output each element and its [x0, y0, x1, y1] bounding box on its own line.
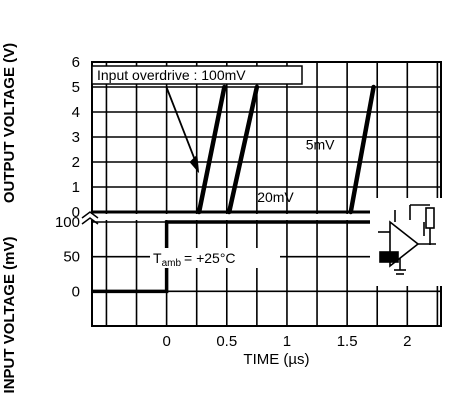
input-tick-label: 50	[63, 249, 80, 266]
output-tick-label: 3	[72, 129, 80, 146]
output-tick-label: 5	[72, 79, 80, 96]
axis-break-gap	[78, 214, 443, 220]
output-axis-title: OUTPUT VOLTAGE (V)	[1, 43, 18, 203]
output-tick-label: 6	[72, 54, 80, 71]
axis-break-mark	[81, 211, 99, 219]
temperature-label: Tamb = +25°C	[153, 250, 236, 269]
output-tick-label: 1	[72, 179, 80, 196]
x-tick-label: 0	[162, 333, 170, 350]
series-line-5mv	[348, 84, 376, 215]
input-tick-label: 100	[55, 214, 80, 231]
x-tick-label: 0.5	[216, 333, 237, 350]
temperature-value: = +25°C	[184, 250, 236, 266]
temperature-subscript: amb	[162, 258, 182, 269]
input-axis-title: INPUT VOLTAGE (mV)	[1, 237, 18, 394]
annotation-arrow	[165, 87, 198, 165]
x-tick-label: 2	[403, 333, 411, 350]
temperature-t: T	[153, 250, 162, 266]
series-label-5mv: 5mV	[306, 137, 335, 153]
series-label-20mv: 20mV	[257, 189, 294, 205]
input-tick-label: 0	[72, 283, 80, 300]
output-tick-label: 4	[72, 104, 80, 121]
annotation-arrowhead	[189, 154, 200, 174]
x-axis-title: TIME (µs)	[243, 351, 309, 368]
output-tick-label: 0	[72, 204, 80, 221]
series-line-20mv	[226, 84, 260, 215]
comparator-schematic-icon	[370, 198, 448, 286]
x-tick-label: 1	[283, 333, 291, 350]
series-line-100mv	[196, 84, 227, 215]
temperature-box	[150, 248, 280, 268]
x-tick-label: 1.5	[337, 333, 358, 350]
annotation-header: Input overdrive : 100mV	[97, 67, 246, 83]
annotation-box	[91, 65, 303, 85]
output-tick-label: 2	[72, 154, 80, 171]
axis-break-mark	[81, 217, 99, 225]
